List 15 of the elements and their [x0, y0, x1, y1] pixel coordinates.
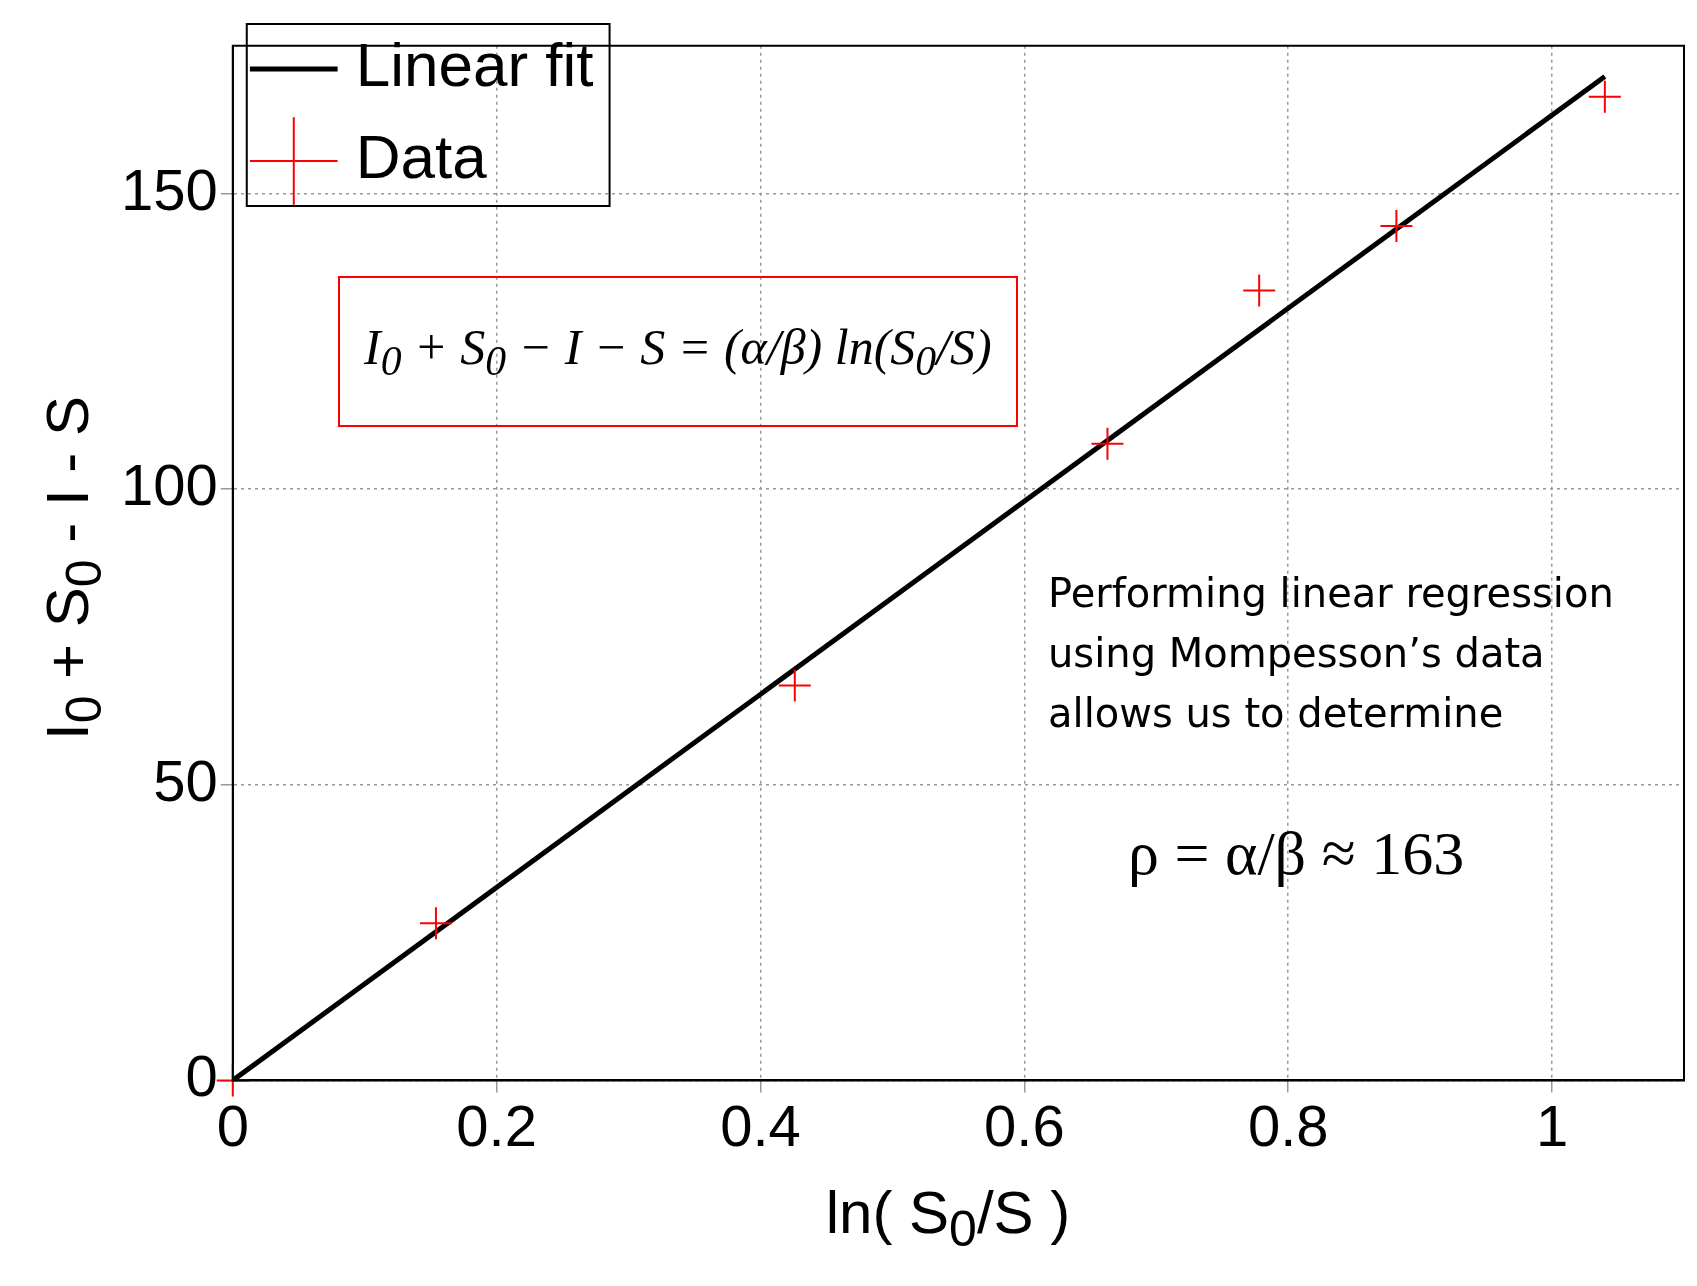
y-tick-label: 100	[120, 452, 218, 518]
x-axis-title: ln( S$_{0}$/S )	[824, 1178, 1072, 1258]
legend-label: Linear fit	[355, 30, 594, 100]
legend-label: Data	[355, 122, 488, 192]
y-tick-label: 0	[185, 1043, 218, 1109]
x-tick-label: 1	[1535, 1093, 1569, 1159]
x-tick-label: 0.8	[1247, 1093, 1329, 1159]
annotation: ρ = α/β ≈ 163	[1128, 818, 1465, 889]
y-tick-label: 150	[120, 156, 218, 222]
annotation: Performing linear regression using Mompesson’s data allows us to determine	[1048, 569, 1615, 738]
x-tick-label: 0.2	[456, 1093, 537, 1159]
annotation: I$_{0}$ + S$_{0}$ − I − S = (α/β) ln(S$_{0}$/S)	[338, 276, 1018, 427]
x-tick-label: 0.6	[984, 1093, 1065, 1159]
x-tick-label: 0.4	[720, 1093, 801, 1159]
y-tick-label: 50	[153, 747, 218, 813]
